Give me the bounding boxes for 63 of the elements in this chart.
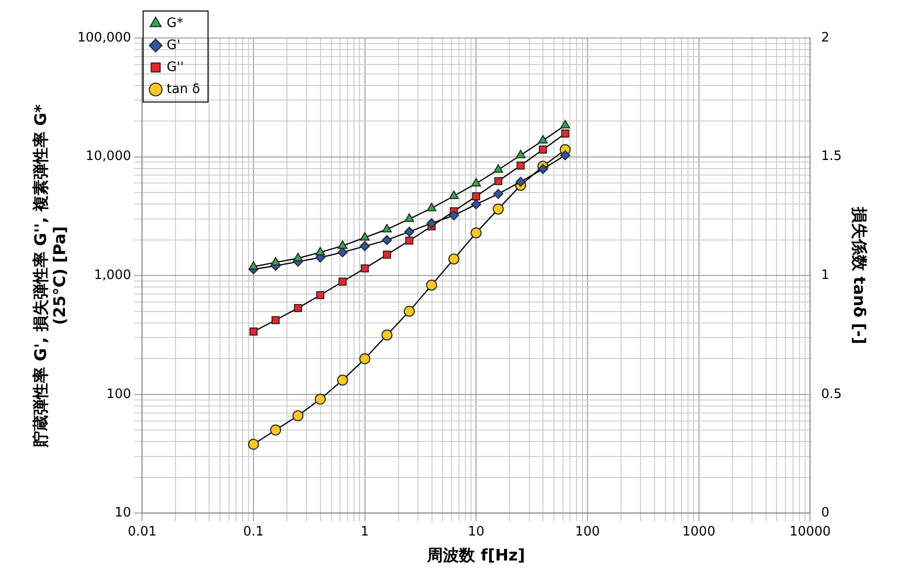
point	[315, 246, 326, 256]
y2-tick-label: 1	[821, 268, 830, 283]
y2-tick-label: 0	[821, 506, 830, 521]
point	[493, 164, 504, 173]
y-tick-label: 100,000	[77, 30, 132, 46]
point	[493, 188, 504, 199]
point	[561, 129, 570, 138]
point	[294, 304, 302, 312]
point	[494, 177, 502, 186]
point	[270, 256, 280, 266]
x-axis-title: 周波数 f[Hz]	[426, 546, 526, 565]
x-tick-label: 10	[468, 524, 484, 540]
point	[538, 146, 547, 154]
point	[404, 226, 414, 237]
x-tick-label: 0.01	[128, 524, 157, 540]
point	[404, 213, 414, 222]
x-tick-label: 1000	[682, 524, 716, 540]
point	[382, 235, 392, 246]
point	[338, 278, 347, 286]
x-tick-label: 100	[575, 524, 600, 540]
y2-tick-label: 2	[821, 30, 830, 46]
y-axis-title: 貯蔵弾性率 G', 損失弾性率 G'', 複素弾性率 G* (25°C) [Pa]	[30, 104, 69, 448]
point	[516, 176, 526, 187]
point	[249, 328, 258, 336]
y-tick-label: 10	[114, 506, 132, 521]
point	[472, 192, 480, 200]
point	[426, 202, 436, 212]
point	[471, 178, 481, 186]
point	[360, 241, 370, 252]
y-tick-label: 100	[106, 386, 132, 402]
point	[560, 120, 570, 128]
point	[272, 316, 280, 324]
point	[316, 291, 324, 300]
point	[560, 150, 570, 160]
point	[516, 162, 525, 170]
point	[538, 164, 548, 174]
legend-label: G*	[166, 16, 184, 31]
y-tick-label: 10,000	[86, 149, 132, 164]
y2-tick-label: 1.5	[821, 149, 842, 164]
point	[448, 210, 459, 220]
legend-label: G''	[166, 60, 184, 75]
point	[405, 236, 414, 245]
point	[360, 264, 369, 272]
point	[538, 135, 548, 144]
y-tick-label: 1,000	[94, 268, 132, 283]
point	[382, 224, 392, 232]
point	[293, 252, 303, 262]
legend-label: G'	[166, 38, 180, 53]
point	[248, 261, 258, 270]
x-tick-label: 0.1	[243, 524, 264, 540]
x-tick-label: 10000	[789, 524, 831, 540]
x-tick-label: 1	[360, 524, 369, 540]
y2-tick-label: 0.5	[821, 386, 842, 402]
point	[338, 247, 348, 258]
point	[360, 232, 370, 241]
point	[516, 150, 526, 158]
point	[426, 218, 437, 228]
point	[449, 190, 459, 199]
point	[471, 199, 482, 210]
point	[382, 250, 391, 259]
point	[338, 240, 348, 249]
y2-axis-title: 損失係数 tanδ [-]	[850, 206, 870, 344]
legend-label: tan δ	[166, 82, 200, 97]
